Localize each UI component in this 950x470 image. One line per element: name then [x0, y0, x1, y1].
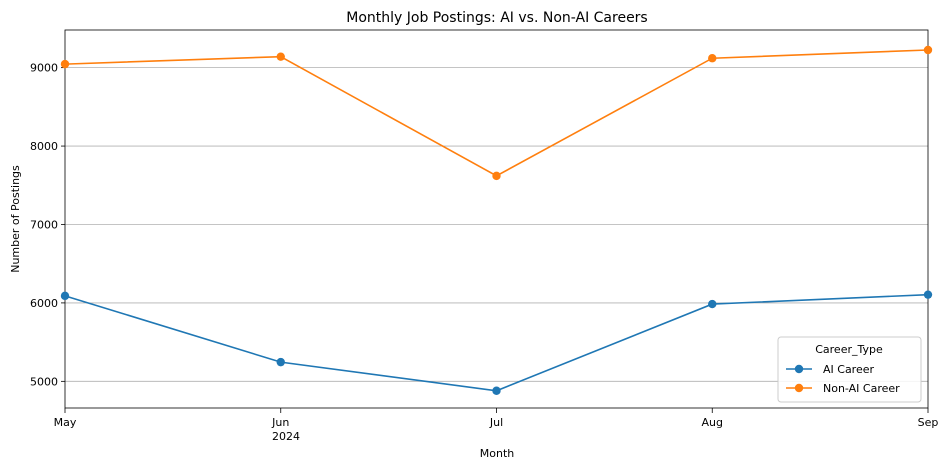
- x-tick-label: Sep: [918, 416, 939, 429]
- data-point: [60, 291, 70, 301]
- data-point: [276, 357, 285, 367]
- x-tick-label: Jun: [271, 416, 289, 429]
- data-point: [276, 52, 285, 61]
- data-point: [923, 45, 933, 55]
- data-point: [492, 386, 501, 395]
- legend-box: [777, 336, 922, 403]
- data-point: [708, 299, 717, 309]
- legend-label: AI Career: [823, 363, 875, 376]
- y-tick-label: 9000: [30, 62, 58, 75]
- series-layer: [60, 45, 933, 395]
- data-point: [708, 54, 717, 63]
- x-axis-label: Month: [480, 447, 515, 460]
- y-tick-label: 5000: [30, 375, 58, 388]
- y-tick-label: 7000: [30, 218, 58, 231]
- series-ai-career: [60, 290, 933, 395]
- x-year-label: 2024: [272, 430, 300, 443]
- x-axis: May Jun Jul Aug Sep: [54, 408, 939, 429]
- data-point: [923, 290, 933, 299]
- y-tick-label: 8000: [30, 140, 58, 153]
- legend-label: Non-AI Career: [823, 382, 900, 395]
- series-non-ai-career: [60, 45, 933, 181]
- x-tick-label: Aug: [702, 416, 723, 429]
- y-axis-label: Number of Postings: [9, 165, 22, 273]
- x-tick-label: May: [54, 416, 77, 429]
- legend-swatch-marker: [794, 383, 804, 393]
- y-axis: 5000 6000 7000 8000 9000: [30, 62, 65, 388]
- legend-item: Non-AI Career: [786, 382, 900, 395]
- legend-item: AI Career: [786, 363, 875, 376]
- x-tick-label: Jul: [489, 416, 503, 429]
- data-point: [492, 171, 501, 181]
- legend-title: Career_Type: [815, 343, 883, 356]
- gridlines: [65, 67, 928, 382]
- y-tick-label: 6000: [30, 297, 58, 310]
- chart-title: Monthly Job Postings: AI vs. Non-AI Care…: [346, 10, 647, 26]
- series-line: [64, 49, 929, 177]
- data-point: [60, 59, 70, 69]
- legend-swatch-marker: [794, 364, 804, 374]
- legend: Career_Type AI Career Non-AI Career: [777, 336, 922, 403]
